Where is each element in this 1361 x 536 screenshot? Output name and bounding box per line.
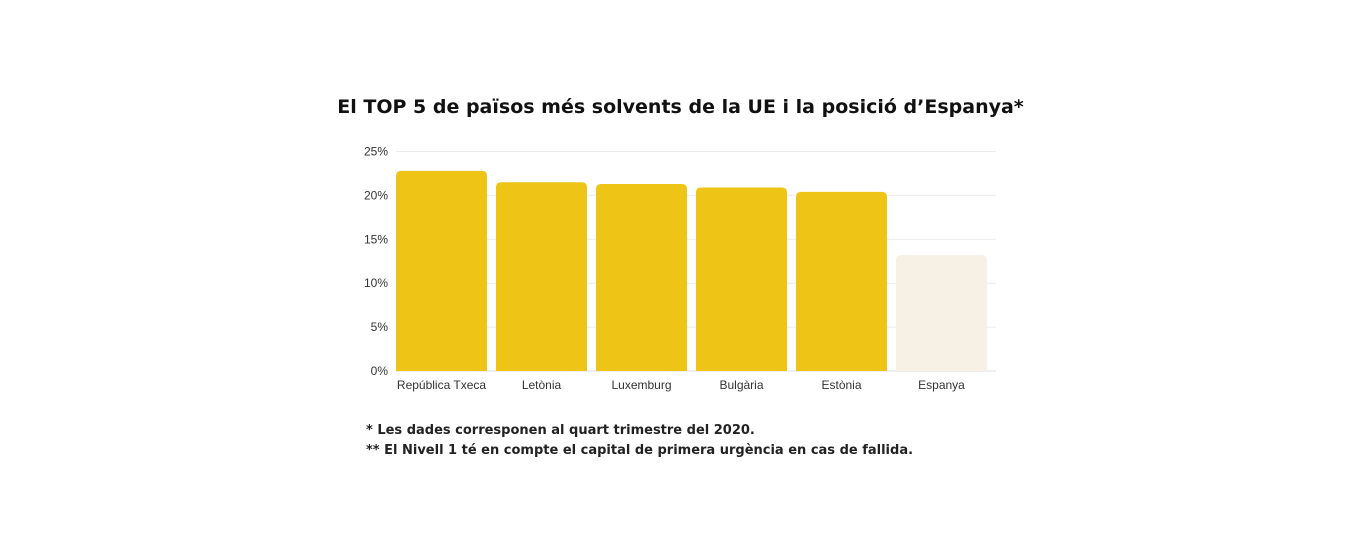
bar-1 [496, 182, 587, 371]
bar-4 [796, 191, 887, 371]
x-tick-label: Estònia [821, 378, 861, 392]
y-tick-label: 0% [371, 364, 389, 378]
chart-title: El TOP 5 de països més solvents de la UE… [337, 96, 1024, 118]
y-tick-label: 10% [364, 276, 388, 290]
y-tick-label: 25% [364, 145, 388, 159]
y-tick-label: 15% [364, 232, 388, 246]
y-tick-label: 5% [371, 320, 389, 334]
x-tick-label: Bulgària [719, 378, 763, 392]
bar-0 [396, 170, 487, 371]
x-tick-label: Luxemburg [611, 378, 671, 392]
x-tick-label: República Txeca [397, 378, 486, 392]
y-tick-label: 20% [364, 188, 388, 202]
x-tick-label: Espanya [918, 378, 965, 392]
bar-2 [596, 183, 687, 371]
bar-3 [696, 187, 787, 371]
bar-5 [896, 255, 987, 371]
footnote-2: ** El Nivell 1 té en compte el capital d… [366, 443, 914, 458]
x-tick-label: Letònia [522, 378, 562, 392]
footnote-1: * Les dades corresponen al quart trimest… [366, 423, 755, 438]
